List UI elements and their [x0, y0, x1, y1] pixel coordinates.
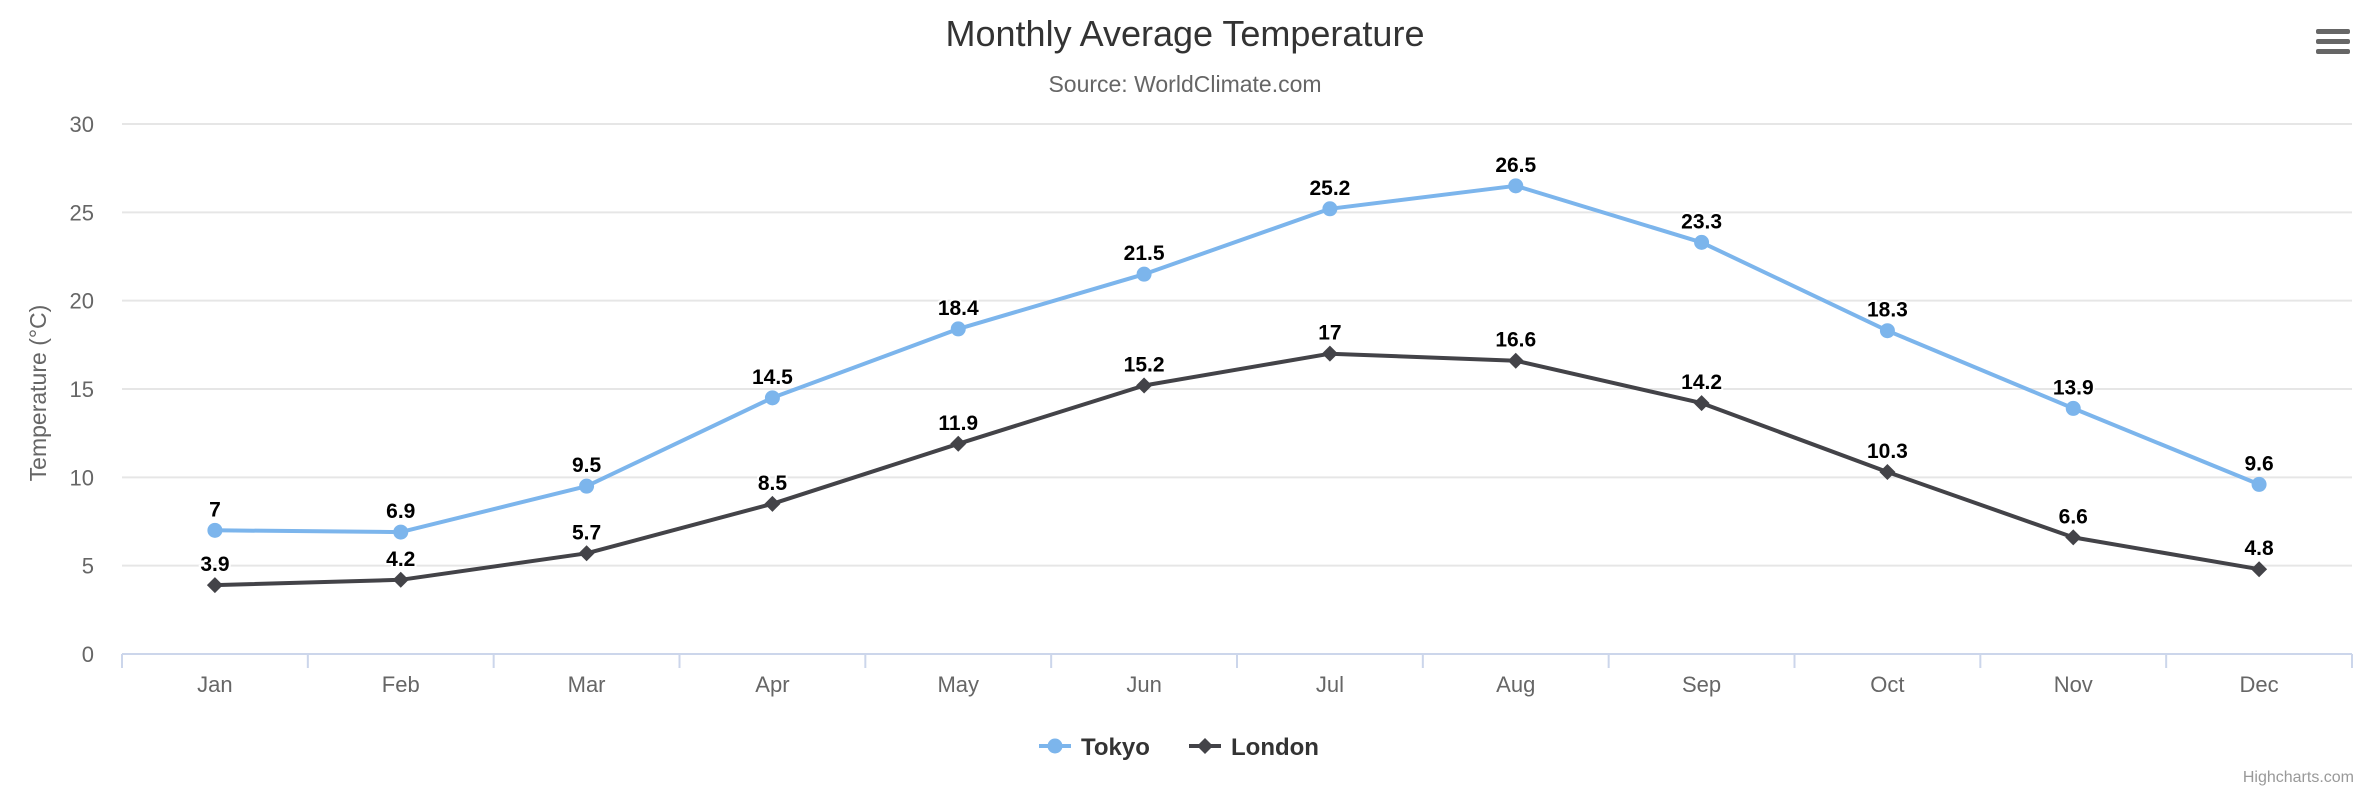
series-tokyo [207, 178, 2267, 540]
series-london [206, 345, 2268, 594]
series-line-tokyo [212, 183, 2262, 535]
context-menu-button[interactable] [2316, 24, 2352, 60]
x-tick-label: Oct [1870, 672, 1904, 697]
data-point-tokyo [2251, 476, 2267, 492]
credits-link[interactable]: Highcharts.com [2243, 769, 2354, 786]
data-label-tokyo: 13.9 [2053, 376, 2094, 399]
data-label-london: 5.7 [572, 521, 601, 544]
data-label-london: 10.3 [1867, 440, 1908, 463]
data-label-london: 11.9 [938, 412, 978, 435]
data-point-tokyo [1879, 323, 1895, 339]
series-layer [206, 178, 2268, 594]
y-tick-label: 25 [70, 200, 94, 225]
data-label-london: 6.6 [2059, 505, 2088, 528]
data-label-london: 3.9 [200, 553, 229, 576]
y-tick-label: 5 [82, 554, 94, 579]
data-point-london [392, 571, 409, 588]
grid [122, 123, 2352, 567]
x-tick-label: May [937, 672, 979, 697]
data-point-london [1879, 464, 1896, 481]
data-point-tokyo [950, 321, 966, 337]
y-tick-label: 15 [70, 377, 94, 402]
data-label-london: 15.2 [1124, 353, 1165, 376]
data-point-london [1136, 377, 1153, 394]
x-tick-label: Feb [382, 672, 420, 697]
data-label-london: 16.6 [1495, 329, 1536, 352]
data-label-tokyo: 9.5 [572, 454, 602, 477]
x-tick-label: Aug [1496, 672, 1535, 697]
data-label-london: 17 [1318, 322, 1341, 345]
data-label-tokyo: 21.5 [1124, 242, 1165, 265]
legend-item-london[interactable]: London [1189, 734, 1319, 761]
legend-marker-tokyo [1047, 738, 1063, 754]
x-tick-label: Sep [1682, 672, 1721, 697]
data-label-tokyo: 26.5 [1495, 154, 1536, 177]
data-point-london [764, 495, 781, 512]
data-label-tokyo: 18.4 [938, 297, 979, 320]
chart-title: Monthly Average Temperature [946, 13, 1425, 54]
data-point-london [950, 435, 967, 452]
x-tick-label: Nov [2054, 672, 2093, 697]
series-line-london [212, 351, 2262, 588]
data-point-london [206, 577, 223, 594]
data-point-tokyo [393, 524, 409, 540]
legend-label-london: London [1231, 734, 1319, 761]
data-point-tokyo [207, 522, 223, 538]
x-tick-label: Apr [755, 672, 789, 697]
hamburger-menu-icon [2316, 29, 2350, 54]
data-label-tokyo: 6.9 [386, 500, 415, 523]
data-label-tokyo: 25.2 [1309, 177, 1350, 200]
data-point-tokyo [1322, 201, 1338, 217]
data-point-london [1507, 352, 1524, 369]
x-axis: Jan Feb Mar Apr May Jun Jul Aug Sep Oct Nov Dec [121, 653, 2353, 697]
data-label-london: 8.5 [758, 472, 788, 495]
legend: Tokyo London [1039, 734, 1319, 761]
x-tick-label: Mar [568, 672, 606, 697]
x-tick-label: Jan [197, 672, 232, 697]
x-tick-label: Dec [2240, 672, 2279, 697]
data-point-tokyo [1694, 234, 1710, 250]
data-label-tokyo: 18.3 [1867, 299, 1908, 322]
y-tick-label: 10 [70, 465, 94, 490]
y-tick-label: 0 [82, 642, 94, 667]
legend-item-tokyo[interactable]: Tokyo [1039, 734, 1150, 761]
data-point-london [1693, 395, 1710, 412]
legend-label-tokyo: Tokyo [1081, 734, 1150, 761]
data-label-london: 14.2 [1681, 371, 1722, 394]
y-tick-label: 30 [70, 112, 94, 137]
y-axis: 0 5 10 15 20 25 30 [70, 112, 94, 667]
data-label-tokyo: 7 [209, 498, 221, 521]
chart-subtitle: Source: WorldClimate.com [1048, 71, 1321, 97]
data-label-tokyo: 9.6 [2244, 452, 2273, 475]
x-tick-label: Jul [1316, 672, 1344, 697]
x-tick-label: Jun [1126, 672, 1161, 697]
y-tick-label: 20 [70, 289, 94, 314]
data-label-london: 4.8 [2244, 537, 2274, 560]
data-point-tokyo [2065, 400, 2081, 416]
data-labels: 7 6.9 9.5 14.5 18.4 21.5 25.2 26.5 23.3 18.3 13.9 9… [198, 152, 2276, 578]
data-point-tokyo [764, 390, 780, 406]
data-point-london [2065, 529, 2082, 546]
data-label-london: 4.2 [386, 548, 415, 571]
data-label-tokyo: 14.5 [752, 366, 793, 389]
legend-marker-london [1197, 738, 1213, 754]
data-point-tokyo [1136, 266, 1152, 282]
data-point-tokyo [579, 478, 595, 494]
data-point-london [578, 545, 595, 562]
data-point-tokyo [1508, 178, 1524, 194]
data-label-tokyo: 23.3 [1681, 210, 1722, 233]
y-axis-title: Temperature (°C) [25, 305, 51, 482]
data-point-london [2251, 561, 2268, 578]
data-point-london [1321, 345, 1338, 362]
